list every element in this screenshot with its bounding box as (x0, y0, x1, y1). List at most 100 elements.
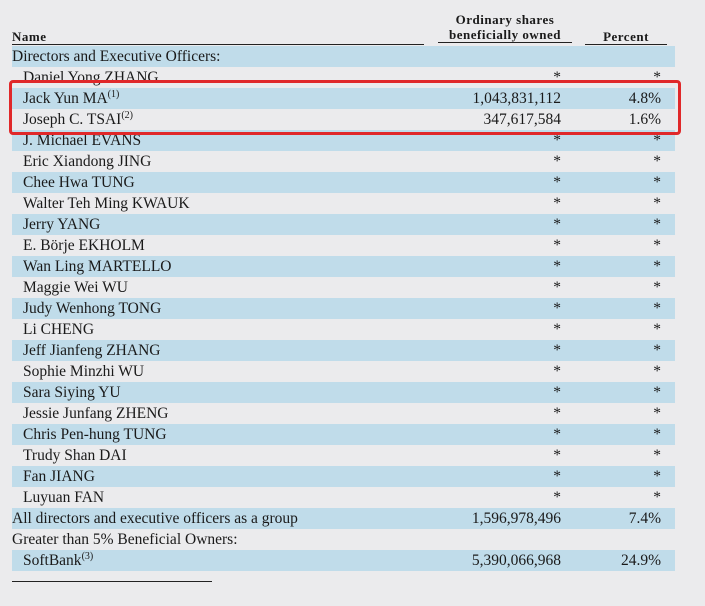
row-shares: * (553, 131, 561, 149)
row-percent: * (653, 194, 661, 212)
table-row: Eric Xiandong JING * * (12, 151, 675, 172)
row-name-text: E. Börje EKHOLM (23, 236, 145, 254)
row-percent: * (653, 278, 661, 296)
row-name-text: Chee Hwa TUNG (23, 173, 135, 191)
row-name: Wan Ling MARTELLO (12, 258, 351, 276)
table-row: Maggie Wei WU * * (12, 277, 675, 298)
row-name-text: Wan Ling MARTELLO (23, 257, 172, 275)
table-row: Jessie Junfang ZHENG * * (12, 403, 675, 424)
row-percent: * (653, 488, 661, 506)
table-row: Greater than 5% Beneficial Owners: (12, 529, 675, 550)
row-percent: * (653, 152, 661, 170)
row-name-text: Jessie Junfang ZHENG (23, 404, 169, 422)
header-name: Name (12, 29, 424, 45)
row-shares: * (553, 425, 561, 443)
row-name: Eric Xiandong JING (12, 153, 351, 171)
row-name-text: J. Michael EVANS (23, 131, 142, 149)
row-name-text: Directors and Executive Officers: (12, 47, 221, 65)
row-shares: * (553, 278, 561, 296)
row-percent: * (653, 299, 661, 317)
row-percent: * (653, 68, 661, 86)
row-shares: 347,617,584 (483, 110, 562, 128)
header-shares-line2: beneficially owned (438, 27, 572, 43)
row-percent: * (653, 404, 661, 422)
row-shares: 1,596,978,496 (471, 509, 561, 527)
row-name: Chris Pen-hung TUNG (12, 426, 351, 444)
row-shares: * (553, 215, 561, 233)
row-shares: * (553, 320, 561, 338)
row-percent: * (653, 425, 661, 443)
table-row: Judy Wenhong TONG * * (12, 298, 675, 319)
ownership-table: Directors and Executive Officers: Daniel … (12, 46, 675, 571)
row-name-text: SoftBank (23, 552, 82, 570)
row-name: Luyuan FAN (12, 489, 351, 507)
row-percent: * (653, 257, 661, 275)
row-name: Greater than 5% Beneficial Owners: (12, 531, 351, 549)
table-row: SoftBank(3) 5,390,066,968 24.9% (12, 550, 675, 571)
footnote-ref: (1) (107, 88, 120, 100)
table-row: Jack Yun MA(1) 1,043,831,112 4.8% (12, 88, 675, 109)
row-name: Jessie Junfang ZHENG (12, 405, 351, 423)
table-row: Walter Teh Ming KWAUK * * (12, 193, 675, 214)
row-shares: * (553, 488, 561, 506)
row-shares: * (553, 257, 561, 275)
row-name: Jack Yun MA(1) (12, 89, 351, 108)
footnote-divider (12, 581, 212, 582)
highlight-box (9, 80, 681, 135)
row-name-text: Jeff Jianfeng ZHANG (23, 341, 161, 359)
row-name-text: Trudy Shan DAI (23, 446, 127, 464)
row-name-text: Li CHENG (23, 320, 95, 338)
row-percent: * (653, 446, 661, 464)
table-row: J. Michael EVANS * * (12, 130, 675, 151)
row-name-text: Jack Yun MA (23, 90, 108, 108)
table-row: Jerry YANG * * (12, 214, 675, 235)
row-shares: * (553, 404, 561, 422)
table-row: Chris Pen-hung TUNG * * (12, 424, 675, 445)
row-percent: 24.9% (620, 551, 661, 569)
row-name-text: Sara Siying YU (23, 383, 121, 401)
row-shares: * (553, 236, 561, 254)
table-row: Directors and Executive Officers: (12, 46, 675, 67)
row-name-text: Joseph C. TSAI (23, 111, 122, 129)
table-row: E. Börje EKHOLM * * (12, 235, 675, 256)
table-row: Trudy Shan DAI * * (12, 445, 675, 466)
row-percent: * (653, 131, 661, 149)
table-row: Luyuan FAN * * (12, 487, 675, 508)
row-percent: * (653, 215, 661, 233)
header-shares-line1: Ordinary shares (455, 12, 555, 27)
header-percent: Percent (585, 29, 667, 45)
row-name: Judy Wenhong TONG (12, 300, 351, 318)
table-row: All directors and executive officers as … (12, 508, 675, 529)
row-percent: * (653, 173, 661, 191)
footnote-ref: (2) (121, 109, 133, 121)
row-percent: 4.8% (628, 89, 661, 107)
row-percent: * (653, 341, 661, 359)
row-name: SoftBank(3) (12, 551, 351, 570)
row-name: Walter Teh Ming KWAUK (12, 195, 351, 213)
row-shares: * (553, 362, 561, 380)
row-name-text: All directors and executive officers as … (12, 509, 298, 527)
row-shares: * (553, 194, 561, 212)
table-row: Jeff Jianfeng ZHANG * * (12, 340, 675, 361)
row-name: Trudy Shan DAI (12, 447, 351, 465)
row-name: Li CHENG (12, 321, 351, 339)
row-name-text: Fan JIANG (23, 467, 95, 485)
row-shares: * (553, 299, 561, 317)
row-name: Sophie Minzhi WU (12, 363, 351, 381)
row-name: All directors and executive officers as … (12, 510, 351, 528)
row-name-text: Maggie Wei WU (23, 278, 128, 296)
table-row: Chee Hwa TUNG * * (12, 172, 675, 193)
row-name-text: Judy Wenhong TONG (23, 299, 162, 317)
row-name: E. Börje EKHOLM (12, 237, 351, 255)
row-name-text: Eric Xiandong JING (23, 152, 152, 170)
row-percent: * (653, 236, 661, 254)
table-row: Wan Ling MARTELLO * * (12, 256, 675, 277)
footnote-ref: (3) (81, 550, 94, 562)
table-row: Sophie Minzhi WU * * (12, 361, 675, 382)
row-name: Joseph C. TSAI(2) (12, 110, 351, 129)
row-shares: * (553, 467, 561, 485)
header-shares: Ordinary shares beneficially owned (438, 12, 572, 43)
row-name-text: Chris Pen-hung TUNG (23, 425, 167, 443)
row-name: Chee Hwa TUNG (12, 174, 351, 192)
row-percent: * (653, 467, 661, 485)
